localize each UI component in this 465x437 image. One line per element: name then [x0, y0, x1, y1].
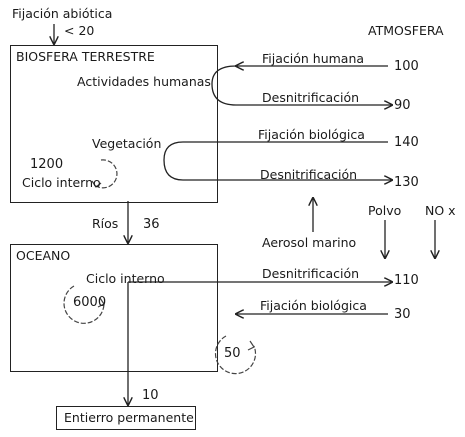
- deep-cycle-arrowhead: [247, 340, 255, 351]
- land-cycle-arrowhead: [91, 180, 102, 188]
- ocean-biological-fixation-label: Fijación biológica: [260, 298, 367, 313]
- land-denitrification-label-2: Desnitrificación: [260, 167, 358, 182]
- land-internal-cycle-value: 1200: [30, 157, 64, 172]
- ocean-internal-cycle-label: Ciclo interno: [86, 271, 165, 286]
- land-cycle-icon: [95, 159, 118, 189]
- land-biological-fixation-value: 140: [394, 135, 419, 150]
- deep-cycle-icon: [214, 335, 257, 375]
- nox-label: NO x: [425, 203, 456, 218]
- vegetation-label: Vegetación: [92, 136, 162, 151]
- vegetation-bracket: [163, 141, 184, 181]
- human-activities-bracket: [211, 65, 237, 106]
- dust-label: Polvo: [368, 203, 402, 218]
- biosphere-title: BIOSFERA TERRESTRE: [16, 49, 155, 64]
- land-biological-fixation-label: Fijación biológica: [258, 127, 365, 142]
- ocean-biological-fixation-value: 30: [394, 307, 411, 322]
- ocean-deep-cycle-value: 50: [224, 346, 241, 361]
- burial-label: Entierro permanente: [64, 410, 194, 425]
- human-fixation-label: Fijación humana: [262, 51, 365, 66]
- human-activities-label: Actividades humanas: [77, 74, 211, 89]
- land-denitrification-value-2: 130: [394, 175, 419, 190]
- ocean-denitrification-label: Desnitrificación: [262, 266, 360, 281]
- ocean-title: OCEANO: [16, 248, 71, 263]
- land-internal-cycle-label: Ciclo interno: [22, 175, 101, 190]
- ocean-cycle-icon: [63, 285, 105, 324]
- ocean-denitrification-value: 110: [394, 273, 419, 288]
- biosphere-box: [10, 45, 218, 203]
- aerosol-label: Aerosol marino: [262, 235, 357, 250]
- ocean-box: [10, 244, 218, 372]
- burial-box: [56, 406, 196, 430]
- ocean-internal-cycle-value: 6000: [73, 295, 107, 310]
- burial-value: 10: [142, 388, 159, 403]
- human-fixation-value: 100: [394, 59, 419, 74]
- rivers-value: 36: [143, 217, 160, 232]
- abiotic-fixation-value: < 20: [64, 23, 95, 38]
- abiotic-fixation-label: Fijación abiótica: [12, 6, 113, 21]
- rivers-label: Ríos: [92, 216, 119, 231]
- atmosphere-label: ATMOSFERA: [368, 23, 444, 38]
- ocean-cycle-arrowhead: [97, 297, 105, 308]
- land-denitrification-value-1: 90: [394, 98, 411, 113]
- land-denitrification-label-1: Desnitrificación: [262, 90, 360, 105]
